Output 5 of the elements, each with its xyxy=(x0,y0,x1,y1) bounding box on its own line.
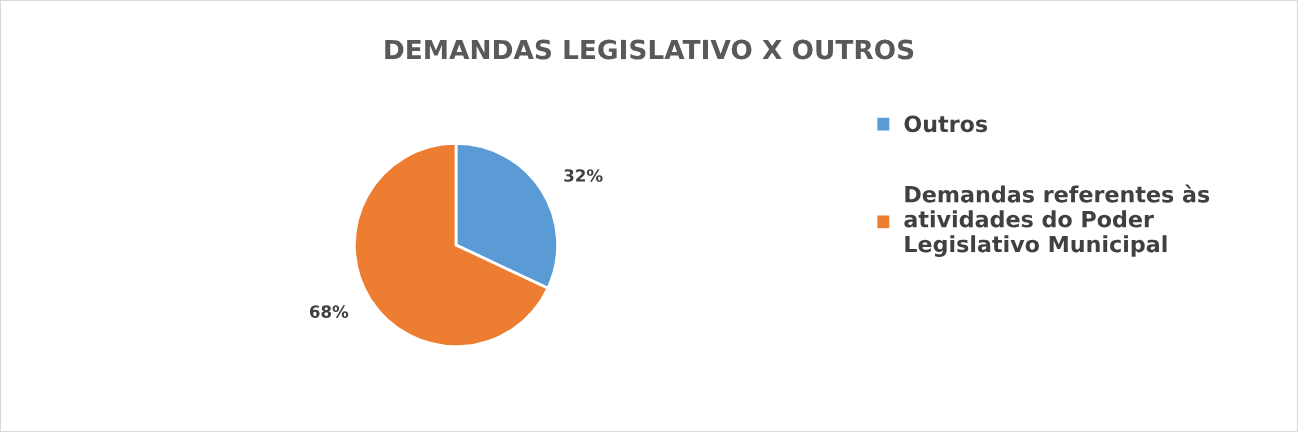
chart-title: DEMANDAS LEGISLATIVO X OUTROS xyxy=(385,39,914,60)
legend-label: Outros xyxy=(904,115,988,133)
data-label: 68% xyxy=(309,305,349,318)
data-label: 32% xyxy=(564,169,603,182)
legend-label: Demandas referentes às atividades do Poder Legislativo Municipal xyxy=(904,184,1210,257)
